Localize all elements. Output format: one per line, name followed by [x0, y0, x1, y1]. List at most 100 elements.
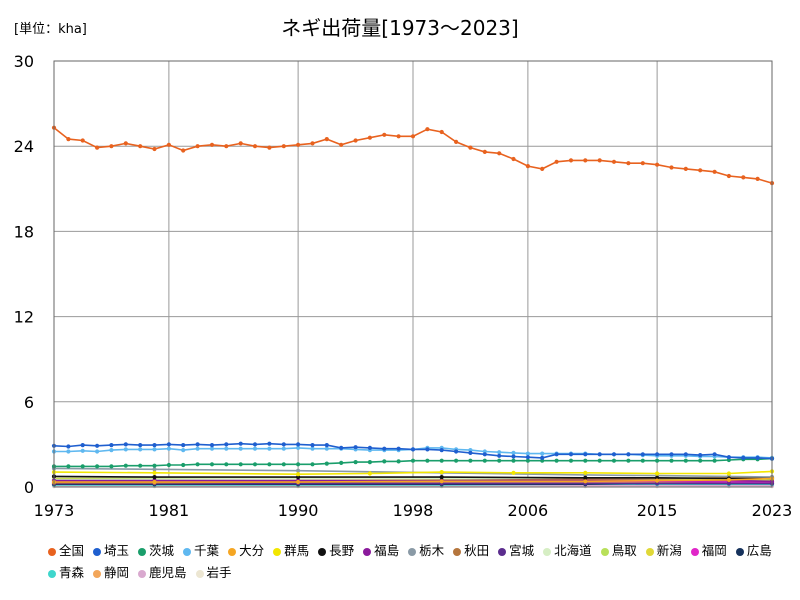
- data-point: [640, 161, 645, 166]
- data-point: [525, 455, 531, 460]
- legend-item: 大分: [228, 540, 264, 562]
- x-tick-label: 1981: [149, 501, 190, 520]
- data-point: [166, 142, 171, 147]
- data-point: [655, 458, 660, 463]
- data-point: [296, 442, 301, 447]
- data-point: [224, 446, 229, 451]
- legend-item: 栃木: [408, 540, 444, 562]
- data-point: [238, 462, 243, 467]
- data-point: [554, 159, 559, 164]
- legend-item: 秋田: [453, 540, 489, 562]
- legend-item: 青森: [48, 562, 84, 584]
- data-point: [324, 443, 329, 448]
- plot-frame: [53, 60, 773, 488]
- data-point: [554, 458, 559, 463]
- data-point: [568, 158, 574, 163]
- data-point: [152, 146, 157, 152]
- legend-label: 福島: [374, 543, 400, 558]
- legend-marker-icon: [318, 547, 327, 556]
- data-point: [281, 144, 286, 149]
- series-line: [53, 475, 772, 480]
- data-point: [439, 129, 444, 135]
- data-point: [252, 442, 258, 447]
- data-point: [583, 158, 588, 163]
- data-point: [410, 134, 416, 139]
- data-point: [367, 471, 372, 476]
- data-point: [238, 441, 243, 446]
- series-大分: [51, 476, 775, 485]
- data-point: [209, 443, 215, 448]
- data-point: [741, 175, 746, 180]
- legend-item: 長野: [318, 540, 354, 562]
- legend-label: 北海道: [554, 543, 592, 558]
- data-point: [698, 458, 703, 463]
- y-tick-label: 30: [14, 52, 34, 71]
- data-point: [396, 459, 401, 464]
- data-point: [511, 156, 516, 162]
- legend-marker-icon: [363, 547, 372, 556]
- data-point: [152, 470, 157, 475]
- legend-marker-icon: [645, 547, 654, 556]
- data-point: [152, 443, 157, 448]
- data-point: [583, 470, 588, 475]
- data-point: [80, 138, 85, 143]
- data-point: [497, 450, 502, 455]
- data-point: [439, 475, 444, 480]
- data-point: [497, 151, 502, 156]
- data-point: [726, 471, 732, 476]
- data-point: [511, 454, 516, 459]
- legend-label: 宮城: [509, 543, 535, 558]
- legend-item: 福岡: [690, 540, 727, 562]
- data-point: [109, 144, 114, 149]
- data-point: [224, 144, 229, 149]
- data-point: [80, 448, 85, 453]
- legend-marker-icon: [543, 547, 552, 556]
- data-point: [238, 446, 243, 451]
- data-point: [296, 462, 301, 467]
- data-point: [611, 159, 617, 164]
- data-point: [95, 145, 100, 150]
- data-point: [597, 452, 602, 457]
- data-point: [138, 144, 143, 149]
- data-point: [80, 443, 85, 448]
- series-全国: [51, 125, 775, 186]
- data-point: [439, 448, 444, 453]
- data-point: [152, 467, 157, 472]
- legend-label: 長野: [329, 543, 355, 558]
- data-point: [123, 463, 128, 468]
- legend-label: 青森: [59, 565, 85, 580]
- data-point: [267, 145, 272, 150]
- data-point: [439, 479, 444, 484]
- chart-title: ネギ出荷量[1973～2023]: [281, 16, 519, 40]
- data-point: [382, 132, 387, 137]
- data-point: [138, 443, 143, 448]
- data-point: [712, 458, 717, 463]
- legend-label: 埼玉: [104, 543, 130, 558]
- data-point: [525, 458, 531, 463]
- legend-item: 北海道: [543, 540, 592, 562]
- data-point: [281, 442, 286, 447]
- x-tick-label: 1998: [393, 501, 434, 520]
- data-point: [353, 138, 358, 143]
- data-point: [339, 142, 344, 147]
- data-point: [339, 460, 344, 465]
- data-point: [611, 452, 617, 457]
- legend-item: 埼玉: [93, 540, 129, 562]
- x-tick-label: 2006: [508, 501, 549, 520]
- data-point: [439, 470, 444, 475]
- legend-marker-icon: [273, 547, 282, 556]
- data-point: [712, 452, 717, 457]
- data-point: [611, 458, 617, 463]
- y-tick-label: 12: [14, 308, 34, 327]
- data-point: [597, 458, 602, 463]
- axis-ticks: 1973 1981 1990 1998 2006 2015 2023 0 6 12 18 24 30: [14, 52, 793, 520]
- data-point: [568, 458, 574, 463]
- data-point: [181, 462, 186, 468]
- data-point: [683, 452, 688, 457]
- data-point: [683, 166, 688, 171]
- data-point: [296, 468, 301, 473]
- data-point: [583, 452, 588, 457]
- data-point: [410, 447, 416, 452]
- data-point: [669, 458, 674, 463]
- legend-item: 広島: [735, 540, 772, 562]
